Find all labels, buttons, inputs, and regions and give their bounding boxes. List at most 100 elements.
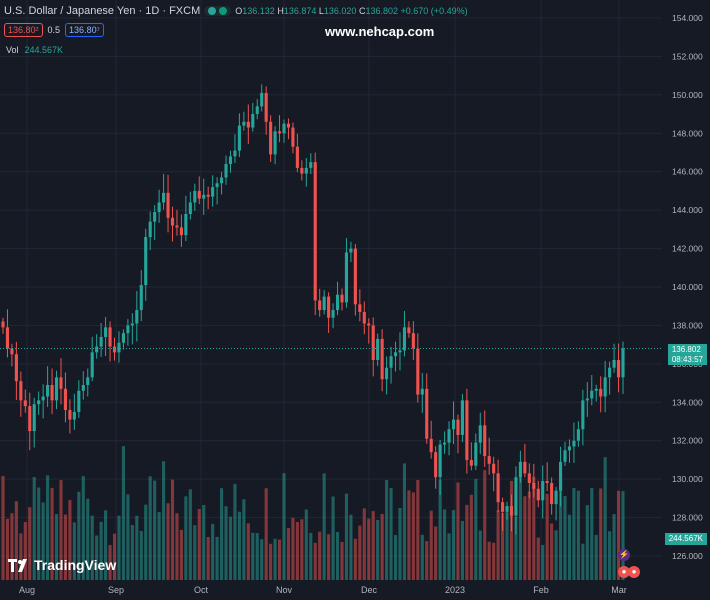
candle-body[interactable] xyxy=(41,396,45,401)
candle-body[interactable] xyxy=(220,177,224,184)
candle-body[interactable] xyxy=(144,237,148,286)
candle-body[interactable] xyxy=(518,461,522,478)
candle-body[interactable] xyxy=(536,488,540,501)
candle-body[interactable] xyxy=(255,106,259,115)
candle-body[interactable] xyxy=(340,294,344,303)
candle-body[interactable] xyxy=(99,336,103,347)
candle-body[interactable] xyxy=(260,92,264,107)
candle-body[interactable] xyxy=(112,346,117,353)
candle-body[interactable] xyxy=(590,390,594,399)
candle-body[interactable] xyxy=(393,352,398,357)
candle-body[interactable] xyxy=(425,388,429,439)
candle-body[interactable] xyxy=(545,481,549,483)
candle-body[interactable] xyxy=(362,311,366,324)
candle-body[interactable] xyxy=(331,310,335,318)
candle-body[interactable] xyxy=(505,506,509,512)
candle-body[interactable] xyxy=(188,202,192,214)
candle-body[interactable] xyxy=(599,388,603,397)
candle-body[interactable] xyxy=(139,285,143,311)
candle-body[interactable] xyxy=(81,384,85,391)
candle-body[interactable] xyxy=(358,304,362,312)
candle-body[interactable] xyxy=(608,367,612,378)
event-flag-icon-2[interactable]: ● xyxy=(628,566,640,578)
candle-body[interactable] xyxy=(202,194,206,199)
candle-body[interactable] xyxy=(434,452,438,478)
candle-body[interactable] xyxy=(438,444,442,478)
candle-body[interactable] xyxy=(594,388,598,391)
candle-body[interactable] xyxy=(612,360,616,368)
symbol-title[interactable]: U.S. Dollar / Japanese Yen · 1D · FXCM xyxy=(4,5,201,17)
tradingview-logo[interactable]: TradingView xyxy=(8,557,116,573)
candle-body[interactable] xyxy=(228,156,233,165)
candle-body[interactable] xyxy=(456,419,460,435)
candle-body[interactable] xyxy=(237,125,241,151)
candle-body[interactable] xyxy=(104,327,108,337)
candle-body[interactable] xyxy=(532,482,536,489)
candle-body[interactable] xyxy=(465,400,469,460)
candle-body[interactable] xyxy=(554,490,558,505)
candle-body[interactable] xyxy=(5,327,10,349)
candle-body[interactable] xyxy=(429,438,433,453)
candle-body[interactable] xyxy=(193,190,197,203)
candle-body[interactable] xyxy=(184,213,188,236)
candle-body[interactable] xyxy=(157,202,161,213)
candle-body[interactable] xyxy=(77,390,81,412)
candle-body[interactable] xyxy=(411,333,415,349)
candle-body[interactable] xyxy=(349,248,353,253)
candle-body[interactable] xyxy=(550,482,554,505)
candle-body[interactable] xyxy=(54,377,59,401)
candle-body[interactable] xyxy=(567,446,572,451)
candle-body[interactable] xyxy=(474,442,478,466)
candle-body[interactable] xyxy=(126,325,130,334)
candle-body[interactable] xyxy=(130,323,134,326)
candle-body[interactable] xyxy=(416,348,420,395)
candle-body[interactable] xyxy=(277,131,282,134)
candle-body[interactable] xyxy=(585,398,589,401)
price-axis[interactable]: 126.000128.000130.000132.000134.000136.0… xyxy=(672,13,703,561)
candle-body[interactable] xyxy=(398,350,402,353)
candle-body[interactable] xyxy=(59,377,63,389)
candle-body[interactable] xyxy=(523,461,527,474)
candle-body[interactable] xyxy=(68,409,72,420)
candle-body[interactable] xyxy=(63,388,68,410)
sell-button[interactable]: 136.80² xyxy=(4,23,43,37)
candle-body[interactable] xyxy=(23,400,27,407)
candle-body[interactable] xyxy=(282,123,286,134)
candle-body[interactable] xyxy=(447,429,451,443)
candle-body[interactable] xyxy=(148,221,152,238)
candle-body[interactable] xyxy=(335,294,340,311)
candle-body[interactable] xyxy=(501,502,505,512)
candle-body[interactable] xyxy=(170,217,175,226)
candle-body[interactable] xyxy=(496,473,500,503)
candle-body[interactable] xyxy=(563,450,567,462)
candle-body[interactable] xyxy=(295,146,299,168)
candle-body[interactable] xyxy=(211,187,215,197)
candle-body[interactable] xyxy=(478,425,482,443)
candle-body[interactable] xyxy=(509,506,514,516)
candle-body[interactable] xyxy=(179,227,183,236)
candle-body[interactable] xyxy=(541,481,545,501)
candle-body[interactable] xyxy=(233,150,237,157)
candle-body[interactable] xyxy=(166,192,170,218)
candle-body[interactable] xyxy=(95,346,99,353)
candle-body[interactable] xyxy=(37,400,41,405)
candle-body[interactable] xyxy=(264,92,268,122)
candle-body[interactable] xyxy=(389,356,393,368)
candle-body[interactable] xyxy=(215,183,219,188)
candle-body[interactable] xyxy=(251,114,255,128)
candle-body[interactable] xyxy=(385,367,389,380)
candle-body[interactable] xyxy=(304,167,308,174)
candle-body[interactable] xyxy=(367,323,371,326)
candle-body[interactable] xyxy=(616,360,621,378)
candle-body[interactable] xyxy=(90,352,94,378)
candle-body[interactable] xyxy=(483,425,487,457)
candle-body[interactable] xyxy=(121,333,125,343)
candle-body[interactable] xyxy=(117,342,121,353)
candle-body[interactable] xyxy=(46,384,50,397)
candle-body[interactable] xyxy=(322,296,326,311)
candle-body[interactable] xyxy=(402,327,406,351)
candle-body[interactable] xyxy=(514,477,518,516)
candle-body[interactable] xyxy=(269,121,273,155)
candle-body[interactable] xyxy=(558,461,563,491)
candle-body[interactable] xyxy=(353,248,357,305)
